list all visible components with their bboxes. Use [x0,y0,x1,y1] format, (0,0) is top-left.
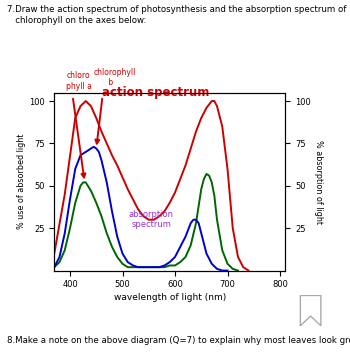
Y-axis label: % absorption of light: % absorption of light [314,140,322,224]
Y-axis label: % use of absorbed light: % use of absorbed light [17,134,26,229]
X-axis label: wavelength of light (nm): wavelength of light (nm) [114,293,226,303]
Text: chloro
phyll a: chloro phyll a [66,72,92,91]
Text: chlorophyll on the axes below:: chlorophyll on the axes below: [7,16,146,25]
Text: 8.Make a note on the above diagram (Q=7) to explain why most leaves look green.: 8.Make a note on the above diagram (Q=7)… [7,336,350,345]
Text: chlorophyll
      b: chlorophyll b [94,68,136,88]
Text: action spectrum: action spectrum [102,87,209,99]
Text: absorption
spectrum: absorption spectrum [129,210,174,229]
Text: 7.Draw the action spectrum of photosynthesis and the absorption spectrum of: 7.Draw the action spectrum of photosynth… [7,5,346,14]
